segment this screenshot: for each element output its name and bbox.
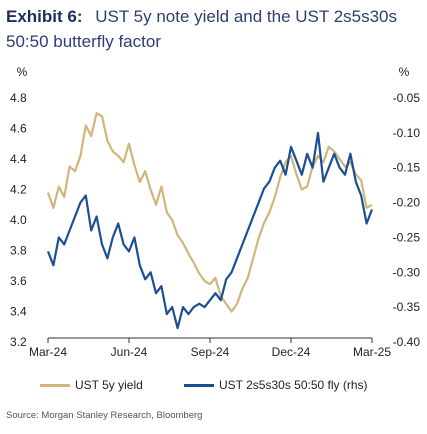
right-axis-ticks: -0.40 -0.35 -0.30 -0.25 -0.20 -0.15 -0.10 -0.05 bbox=[393, 91, 421, 349]
chart-plot: % % 3.23.43.63.84.04.24.44.64.8 -0.40-0.… bbox=[10, 65, 421, 359]
legend-label: UST 2s5s30s 50:50 fly (rhs) bbox=[219, 378, 368, 392]
right-tick-label: -0.40 bbox=[393, 335, 421, 349]
left-axis-ticks: 3.2 3.4 3.6 3.8 4.0 4.2 4.4 4.6 4.8 bbox=[10, 91, 27, 349]
legend-label: UST 5y yield bbox=[75, 378, 143, 392]
source-note: Source: Morgan Stanley Research, Bloombe… bbox=[6, 410, 203, 421]
chart-title-block: Exhibit 6: UST 5y note yield and the UST… bbox=[6, 4, 421, 54]
legend-swatch-gold bbox=[40, 383, 70, 387]
right-tick-label: -0.35 bbox=[393, 300, 421, 314]
exhibit-label: Exhibit 6: bbox=[6, 7, 83, 26]
legend-item-butterfly-factor: UST 2s5s30s 50:50 fly (rhs) bbox=[184, 378, 368, 392]
chart-legend: UST 5y yield UST 2s5s30s 50:50 fly (rhs) bbox=[40, 378, 420, 396]
left-tick-label: 3.8 bbox=[10, 244, 27, 258]
right-tick-label: -0.05 bbox=[393, 91, 421, 105]
x-tick-label: Mar-24 bbox=[29, 345, 67, 359]
right-tick-label: -0.30 bbox=[393, 265, 421, 279]
right-tick-label: -0.25 bbox=[393, 230, 421, 244]
right-tick-label: -0.15 bbox=[393, 161, 421, 175]
left-axis-unit: % bbox=[17, 65, 28, 79]
x-axis-ticks: Mar-24 Jun-24 Sep-24 Dec-24 Mar-25 bbox=[29, 338, 391, 359]
right-tick-label: -0.20 bbox=[393, 196, 421, 210]
series-line-butterfly-factor bbox=[46, 131, 374, 330]
x-tick-label: Jun-24 bbox=[111, 345, 148, 359]
left-tick-label: 3.6 bbox=[10, 274, 27, 288]
legend-swatch-blue bbox=[184, 383, 214, 387]
legend-item-ust-5y-yield: UST 5y yield bbox=[40, 378, 143, 392]
x-tick-label: Dec-24 bbox=[272, 345, 311, 359]
left-tick-label: 4.6 bbox=[10, 122, 27, 136]
chart-title: UST 5y note yield and the UST 2s5s30s 50… bbox=[6, 7, 398, 51]
x-tick-label: Mar-25 bbox=[353, 345, 391, 359]
left-tick-label: 4.4 bbox=[10, 152, 27, 166]
left-tick-label: 4.0 bbox=[10, 213, 27, 227]
right-axis-unit: % bbox=[399, 65, 410, 79]
left-tick-label: 4.8 bbox=[10, 91, 27, 105]
right-tick-label: -0.10 bbox=[393, 126, 421, 140]
left-tick-label: 4.2 bbox=[10, 183, 27, 197]
series-line-ust-5y-yield bbox=[46, 112, 373, 313]
left-tick-label: 3.4 bbox=[10, 305, 27, 319]
x-tick-label: Sep-24 bbox=[191, 345, 230, 359]
left-tick-label: 3.2 bbox=[10, 335, 27, 349]
